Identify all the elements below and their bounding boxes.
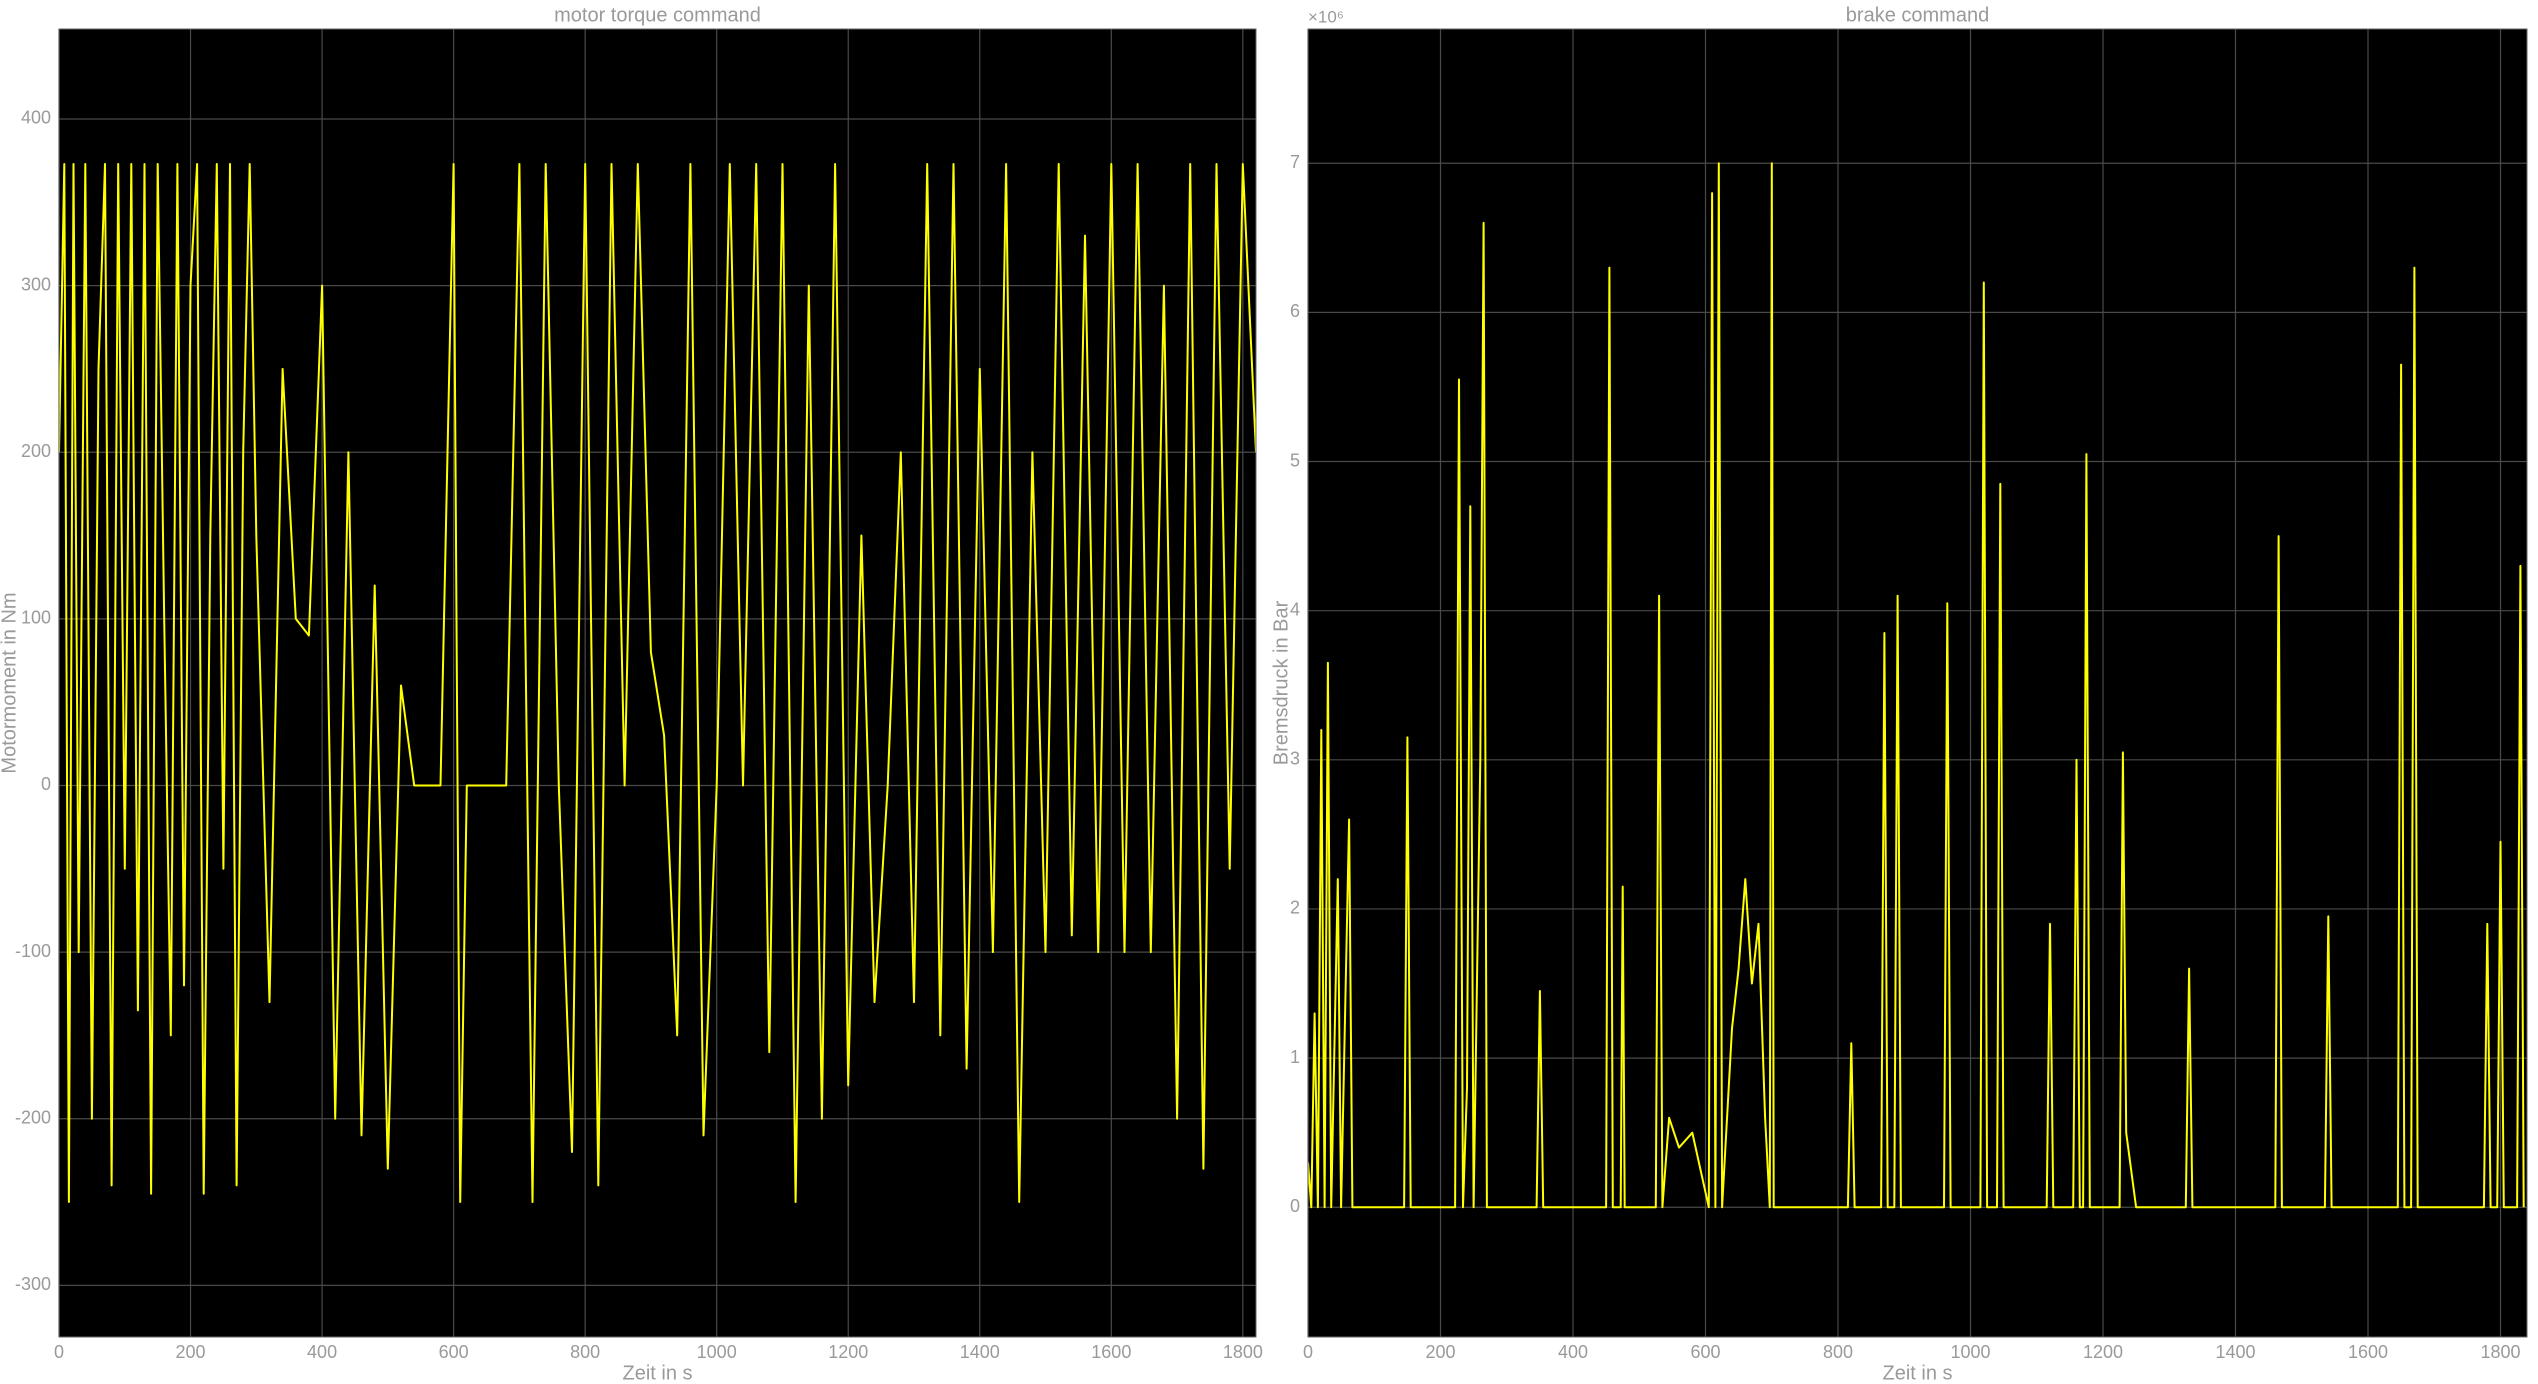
y-tick-label: 5 bbox=[1290, 450, 1300, 470]
y-tick-label: 300 bbox=[21, 274, 51, 294]
x-axis-label: Zeit in s bbox=[1882, 1362, 1952, 1384]
x-tick-label: 1000 bbox=[1950, 1342, 1990, 1362]
y-tick-label: -100 bbox=[15, 941, 51, 961]
y-tick-label: 0 bbox=[1290, 1196, 1300, 1216]
x-axis-label: Zeit in s bbox=[622, 1362, 692, 1384]
x-tick-label: 400 bbox=[307, 1342, 337, 1362]
x-tick-label: 400 bbox=[1558, 1342, 1588, 1362]
chart-title: brake command bbox=[1846, 4, 1989, 26]
y-exponent-label: ×10⁶ bbox=[1308, 7, 1344, 26]
y-axis-label: Bremsdruck in Bar bbox=[1270, 600, 1292, 765]
x-tick-label: 800 bbox=[570, 1342, 600, 1362]
x-tick-label: 1800 bbox=[2480, 1342, 2520, 1362]
y-tick-label: 4 bbox=[1290, 599, 1300, 619]
y-tick-label: 100 bbox=[21, 608, 51, 628]
y-tick-label: -300 bbox=[15, 1274, 51, 1294]
x-tick-label: 0 bbox=[54, 1342, 64, 1362]
x-tick-label: 1600 bbox=[1091, 1342, 1131, 1362]
y-tick-label: 200 bbox=[21, 441, 51, 461]
plot-border bbox=[58, 28, 1257, 1338]
x-tick-label: 1400 bbox=[2215, 1342, 2255, 1362]
y-tick-label: 0 bbox=[41, 774, 51, 794]
plot-area bbox=[1308, 29, 2527, 1337]
y-tick-label: -200 bbox=[15, 1107, 51, 1127]
y-tick-label: 1 bbox=[1290, 1047, 1300, 1067]
data-line bbox=[1308, 162, 2525, 1209]
x-tick-label: 0 bbox=[1303, 1342, 1313, 1362]
x-tick-label: 1200 bbox=[828, 1342, 868, 1362]
x-tick-label: 800 bbox=[1823, 1342, 1853, 1362]
x-tick-label: 1200 bbox=[2083, 1342, 2123, 1362]
x-tick-label: 200 bbox=[176, 1342, 206, 1362]
y-axis-label: Motormoment in Nm bbox=[0, 592, 20, 773]
x-tick-label: 1800 bbox=[1223, 1342, 1263, 1362]
x-tick-label: 600 bbox=[1690, 1342, 1720, 1362]
x-tick-label: 1400 bbox=[960, 1342, 1000, 1362]
x-tick-label: 600 bbox=[439, 1342, 469, 1362]
chart-title: motor torque command bbox=[554, 4, 761, 26]
plot-border bbox=[1307, 28, 2528, 1338]
x-tick-label: 1000 bbox=[697, 1342, 737, 1362]
y-tick-label: 6 bbox=[1290, 301, 1300, 321]
data-line bbox=[59, 163, 1256, 1203]
y-tick-label: 400 bbox=[21, 108, 51, 128]
y-tick-label: 2 bbox=[1290, 898, 1300, 918]
y-tick-label: 7 bbox=[1290, 152, 1300, 172]
x-tick-label: 200 bbox=[1425, 1342, 1455, 1362]
x-tick-label: 1600 bbox=[2348, 1342, 2388, 1362]
y-tick-label: 3 bbox=[1290, 749, 1300, 769]
